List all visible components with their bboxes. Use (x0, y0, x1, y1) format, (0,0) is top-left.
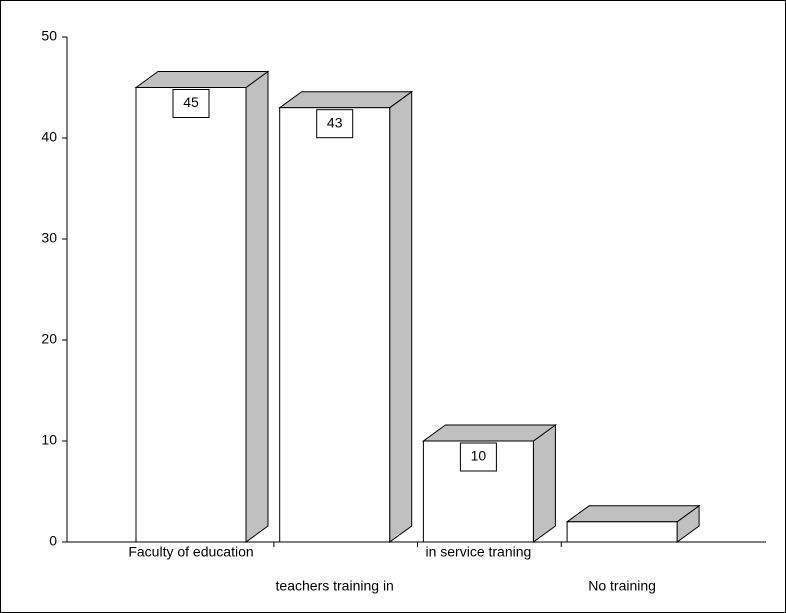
bar (566, 521, 678, 543)
bar-top (565, 505, 701, 523)
value-label-box (316, 109, 354, 139)
bar-top (421, 424, 557, 442)
x-tick-label: teachers training in (276, 578, 394, 594)
y-tick-label: 30 (41, 230, 57, 246)
bar-side (532, 424, 556, 543)
bar-top (278, 91, 414, 109)
bar (279, 107, 391, 543)
bar-side (245, 70, 269, 543)
y-tick-label: 20 (41, 331, 57, 347)
value-label-box (172, 89, 210, 118)
bar-side (389, 90, 413, 543)
bar-top (134, 71, 270, 88)
x-tick-label: in service traning (425, 544, 531, 560)
y-tick-label: 0 (49, 533, 57, 549)
x-tick-label: No training (588, 578, 656, 594)
value-label-box (459, 442, 497, 472)
x-tick-label: Faculty of education (128, 544, 253, 560)
y-tick-label: 10 (41, 432, 57, 448)
y-tick-label: 50 (41, 28, 57, 44)
bar (135, 87, 247, 543)
value-label: 45 (183, 94, 199, 110)
value-label: 43 (327, 114, 343, 130)
value-label: 10 (471, 448, 487, 464)
y-tick-label: 40 (41, 129, 57, 145)
